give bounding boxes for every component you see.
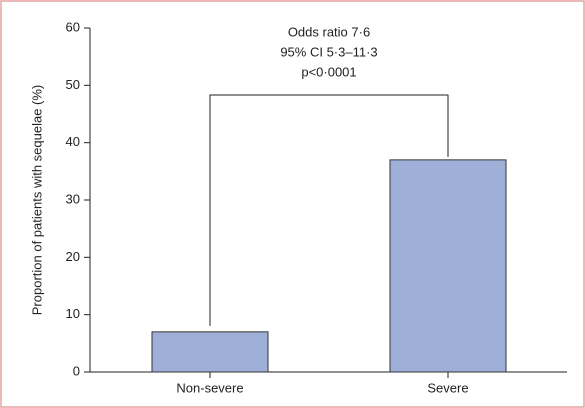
y-tick-label: 50 — [66, 77, 80, 92]
y-tick-label: 30 — [66, 191, 80, 206]
bar — [151, 331, 269, 373]
bar — [389, 159, 507, 373]
x-tick-label: Non-severe — [176, 380, 243, 395]
y-tick-label: 60 — [66, 19, 80, 34]
significance-bracket — [209, 94, 449, 326]
y-axis-label: Proportion of patients with sequelae (%) — [29, 85, 44, 316]
x-tick-label: Severe — [427, 380, 468, 395]
y-tick-label: 40 — [66, 134, 80, 149]
annotation: 95% CI 5·3–11·3 — [280, 44, 377, 59]
annotation: p<0·0001 — [301, 64, 356, 79]
annotation: Odds ratio 7·6 — [288, 24, 370, 39]
y-tick-label: 10 — [66, 306, 80, 321]
y-tick-label: 20 — [66, 249, 80, 264]
y-tick-label: 0 — [73, 363, 80, 378]
